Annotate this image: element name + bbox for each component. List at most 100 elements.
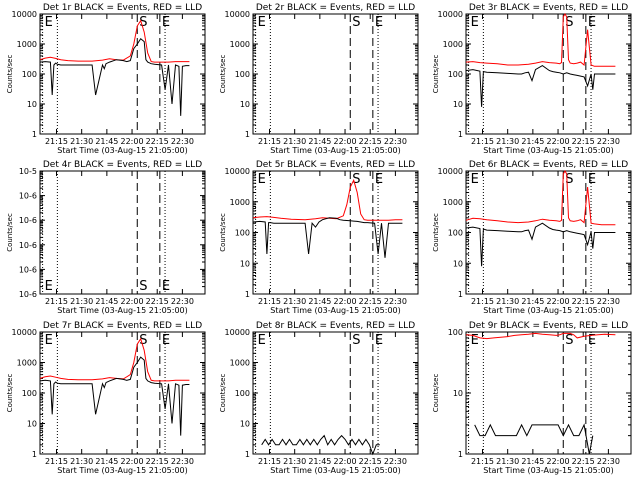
marker-label: E <box>588 333 596 348</box>
marker-label: E <box>375 15 383 30</box>
y-tick-label: 10000 <box>12 10 37 19</box>
marker-label: S <box>352 333 360 348</box>
marker-label: E <box>471 172 479 187</box>
x-axis-label: Start Time (03-Aug-15 21:05:00) <box>270 146 401 155</box>
chart-title: Det 3r BLACK = Events, RED = LLD <box>469 3 628 13</box>
x-tick-label: 22:00 <box>121 137 144 146</box>
x-tick-label: 21:30 <box>496 457 519 466</box>
x-tick-label: 22:00 <box>547 297 570 306</box>
y-tick-label: 10-6 <box>19 265 37 274</box>
x-tick-label: 22:30 <box>384 137 407 146</box>
series-line-lld <box>465 13 616 67</box>
series-line-events <box>465 222 616 267</box>
marker-label: E <box>588 172 596 187</box>
marker-label: E <box>258 172 266 187</box>
x-tick-label: 21:45 <box>521 297 544 306</box>
x-tick-label: 22:00 <box>334 137 357 146</box>
y-tick-label: 1 <box>245 290 250 299</box>
x-tick-label: 22:15 <box>146 297 169 306</box>
marker-label: S <box>565 15 573 30</box>
x-tick-label: 21:45 <box>95 137 118 146</box>
x-tick-label: 22:30 <box>384 457 407 466</box>
x-tick-label: 22:30 <box>597 137 620 146</box>
x-axis-label: Start Time (03-Aug-15 21:05:00) <box>270 466 401 475</box>
x-axis-label: Start Time (03-Aug-15 21:05:00) <box>483 306 614 315</box>
y-tick-label: 100 <box>235 389 250 398</box>
y-tick-label: 10-6 <box>19 290 37 299</box>
chart-panel-2: Det 2r BLACK = Events, RED = LLD 1 10 100 10… <box>219 3 419 155</box>
marker-label: S <box>352 15 360 30</box>
x-tick-label: 22:30 <box>597 297 620 306</box>
y-tick-label: 100 <box>235 229 250 238</box>
y-tick-label: 10000 <box>438 167 463 176</box>
y-tick-label: 10 <box>27 420 37 429</box>
x-tick-label: 21:45 <box>95 297 118 306</box>
x-tick-label: 21:15 <box>258 297 281 306</box>
marker-label: E <box>162 333 170 348</box>
y-axis-label: Counts/sec <box>6 213 14 252</box>
chart-panel-6: Det 6r BLACK = Events, RED = LLD 1 10 100 10… <box>432 160 632 315</box>
x-tick-label: 21:30 <box>70 297 93 306</box>
marker-label: E <box>162 279 170 294</box>
y-tick-label: 100 <box>22 389 37 398</box>
y-tick-label: 10 <box>453 259 463 268</box>
marker-label: E <box>471 15 479 30</box>
y-tick-label: 1000 <box>443 40 463 49</box>
y-tick-label: 100 <box>235 70 250 79</box>
y-tick-label: 10 <box>27 100 37 109</box>
chart-title: Det 9r BLACK = Events, RED = LLD <box>469 321 628 331</box>
x-tick-label: 21:30 <box>496 297 519 306</box>
chart-title: Det 2r BLACK = Events, RED = LLD <box>256 3 415 13</box>
x-axis-label: Start Time (03-Aug-15 21:05:00) <box>57 146 188 155</box>
y-tick-label: 10000 <box>225 10 250 19</box>
y-tick-label: 1000 <box>230 40 250 49</box>
series-line-events <box>465 65 616 107</box>
x-tick-label: 21:30 <box>70 457 93 466</box>
y-tick-label: 1 <box>32 450 37 459</box>
series-line-lld <box>465 332 616 340</box>
y-tick-label: 10000 <box>225 328 250 337</box>
y-tick-label: 10-6 <box>19 241 37 250</box>
chart-title: Det 4r BLACK = Events, RED = LLD <box>43 160 202 170</box>
y-tick-label: 10-6 <box>19 192 37 201</box>
x-tick-label: 22:30 <box>384 297 407 306</box>
y-tick-label: 10 <box>453 100 463 109</box>
y-tick-label: 100 <box>22 70 37 79</box>
x-axis-label: Start Time (03-Aug-15 21:05:00) <box>483 466 614 475</box>
x-tick-label: 22:15 <box>146 457 169 466</box>
marker-label: E <box>258 333 266 348</box>
chart-title: Det 8r BLACK = Events, RED = LLD <box>256 321 415 331</box>
x-tick-label: 21:45 <box>521 457 544 466</box>
x-tick-label: 21:45 <box>308 457 331 466</box>
x-tick-label: 22:00 <box>121 457 144 466</box>
x-tick-label: 21:45 <box>521 137 544 146</box>
y-tick-label: 100 <box>448 70 463 79</box>
y-tick-label: 100 <box>448 328 463 337</box>
marker-label: S <box>352 172 360 187</box>
marker-label: S <box>139 15 147 30</box>
x-tick-label: 21:45 <box>308 137 331 146</box>
chart-panel-3: Det 3r BLACK = Events, RED = LLD 1 10 100 10… <box>432 3 632 155</box>
x-tick-label: 22:15 <box>572 457 595 466</box>
x-tick-label: 21:15 <box>471 137 494 146</box>
x-tick-label: 21:15 <box>471 457 494 466</box>
marker-label: E <box>375 172 383 187</box>
marker-label: S <box>139 279 147 294</box>
chart-panel-4: Det 4r BLACK = Events, RED = LLD 10-6 10-6… <box>6 160 206 315</box>
y-tick-label: 1 <box>458 130 463 139</box>
series-line-lld <box>39 19 190 63</box>
x-tick-label: 22:15 <box>359 297 382 306</box>
y-axis-label: Counts/sec <box>6 374 14 413</box>
marker-label: E <box>258 15 266 30</box>
y-axis-label: Counts/sec <box>219 213 227 252</box>
y-tick-label: 1 <box>245 130 250 139</box>
y-tick-label: 1 <box>458 450 463 459</box>
x-tick-label: 22:00 <box>334 457 357 466</box>
chart-panel-9: Det 9r BLACK = Events, RED = LLD 1 10 100 21… <box>432 321 632 475</box>
x-tick-label: 22:15 <box>572 137 595 146</box>
x-axis-label: Start Time (03-Aug-15 21:05:00) <box>483 146 614 155</box>
x-tick-label: 22:30 <box>171 297 194 306</box>
y-tick-label: 1 <box>245 450 250 459</box>
marker-label: E <box>588 15 596 30</box>
marker-label: E <box>162 15 170 30</box>
